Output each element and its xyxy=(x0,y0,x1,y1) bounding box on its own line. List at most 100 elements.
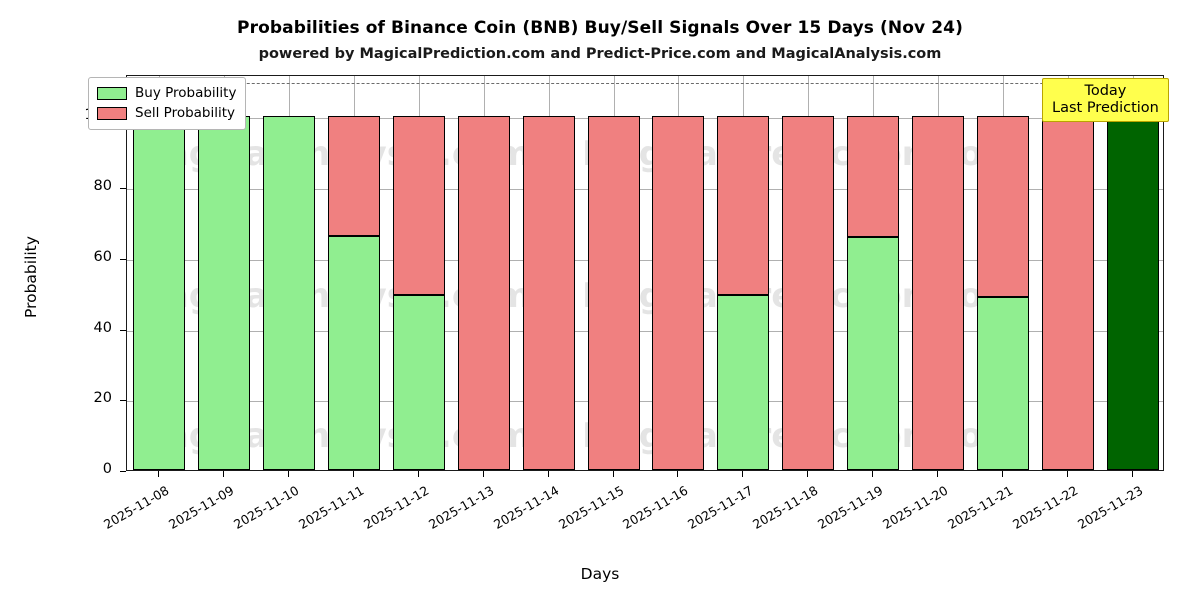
x-axis-tick-label: 2025-11-18 xyxy=(750,482,821,532)
legend-item-buy: Buy Probability xyxy=(97,83,236,103)
x-axis-tick xyxy=(1131,471,1133,477)
y-axis-tick-label: 20 xyxy=(93,390,112,407)
bar-2025-11-21[interactable] xyxy=(976,76,1029,470)
y-axis-tick xyxy=(120,258,126,260)
plot-area: MagicalAnalysis.comMagicalPrediction.com… xyxy=(126,75,1164,471)
x-axis-tick-label: 2025-11-16 xyxy=(620,482,691,532)
x-axis-tick xyxy=(872,471,874,477)
x-axis-tick xyxy=(742,471,744,477)
bar-segment-buy xyxy=(328,235,380,470)
chart-title: Probabilities of Binance Coin (BNB) Buy/… xyxy=(237,18,963,38)
bar-segment-sell xyxy=(457,116,510,470)
bar-2025-11-20[interactable] xyxy=(911,76,964,470)
reference-line xyxy=(127,83,1163,85)
x-axis-tick-label: 2025-11-23 xyxy=(1074,482,1145,532)
x-axis-tick-label: 2025-11-11 xyxy=(296,482,367,532)
x-axis-tick xyxy=(612,471,614,477)
gridline-horizontal xyxy=(127,401,1163,403)
gridline-horizontal xyxy=(127,259,1163,261)
x-axis-tick xyxy=(936,471,938,477)
gridline-horizontal xyxy=(127,330,1163,332)
bar-segment-buy xyxy=(847,236,899,470)
bar-segment-buy xyxy=(133,116,186,470)
x-axis-tick-label: 2025-11-12 xyxy=(360,482,432,532)
bar-2025-11-16[interactable] xyxy=(652,76,705,470)
bar-2025-11-14[interactable] xyxy=(522,76,575,470)
y-axis-tick xyxy=(120,329,126,331)
bar-2025-11-15[interactable] xyxy=(587,76,640,470)
bar-segment-today xyxy=(1106,116,1159,470)
x-axis-tick xyxy=(547,471,549,477)
y-axis-tick-label: 40 xyxy=(93,319,112,336)
bar-2025-11-23[interactable] xyxy=(1106,76,1159,470)
x-axis-tick xyxy=(223,471,225,477)
x-axis-tick xyxy=(677,471,679,477)
bar-2025-11-19[interactable] xyxy=(847,76,899,470)
bar-2025-11-17[interactable] xyxy=(717,76,770,470)
today-label-line1: Today xyxy=(1084,83,1127,99)
x-axis-label: Days xyxy=(580,565,620,583)
bar-2025-11-11[interactable] xyxy=(328,76,380,470)
y-axis-tick-label: 60 xyxy=(93,248,112,265)
x-axis-tick-label: 2025-11-21 xyxy=(944,482,1016,532)
legend-label-sell: Sell Probability xyxy=(135,105,236,121)
bar-segment-buy xyxy=(717,294,770,470)
y-axis-tick-label: 80 xyxy=(93,178,112,195)
today-annotation: Today Last Prediction xyxy=(1042,78,1169,123)
bar-2025-11-22[interactable] xyxy=(1041,76,1094,470)
x-axis-tick-label: 2025-11-13 xyxy=(425,482,497,532)
x-axis-tick xyxy=(417,471,419,477)
x-axis-tick xyxy=(1001,471,1003,477)
bar-segment-sell xyxy=(847,116,899,237)
x-axis-tick-label: 2025-11-20 xyxy=(879,482,951,532)
x-axis-tick xyxy=(482,471,484,477)
x-axis-tick xyxy=(288,471,290,477)
gridline-horizontal xyxy=(127,118,1163,120)
bar-2025-11-10[interactable] xyxy=(263,76,316,470)
x-axis-tick-label: 2025-11-10 xyxy=(231,482,302,532)
bar-2025-11-18[interactable] xyxy=(782,76,835,470)
today-label-line2: Last Prediction xyxy=(1052,99,1159,116)
bar-segment-sell xyxy=(587,116,640,470)
x-axis-tick xyxy=(1066,471,1068,477)
x-axis-tick xyxy=(807,471,809,477)
bar-segment-sell xyxy=(782,116,835,470)
bar-segment-sell xyxy=(522,116,575,470)
bar-segment-sell xyxy=(911,116,964,470)
bar-2025-11-13[interactable] xyxy=(457,76,510,470)
x-axis-tick-label: 2025-11-19 xyxy=(815,482,886,532)
legend-item-sell: Sell Probability xyxy=(97,103,236,123)
x-axis-tick-label: 2025-11-14 xyxy=(490,482,562,532)
gridline-horizontal xyxy=(127,189,1163,191)
y-axis-tick xyxy=(120,400,126,402)
bar-segment-buy xyxy=(392,295,445,470)
x-axis-tick xyxy=(158,471,160,477)
x-axis-tick-label: 2025-11-17 xyxy=(685,482,756,532)
bar-segment-sell xyxy=(328,116,380,236)
bar-segment-buy xyxy=(198,116,251,470)
bar-segment-sell xyxy=(976,116,1029,297)
bar-segment-buy xyxy=(976,296,1029,470)
bar-segment-sell xyxy=(1041,116,1094,470)
bar-segment-buy xyxy=(263,116,316,470)
y-axis-tick xyxy=(120,471,126,472)
bar-2025-11-09[interactable] xyxy=(198,76,251,470)
x-axis-tick xyxy=(353,471,355,477)
x-axis-tick-label: 2025-11-22 xyxy=(1009,482,1081,532)
legend-label-buy: Buy Probability xyxy=(135,85,237,101)
legend-swatch-sell xyxy=(97,106,127,120)
y-axis-tick xyxy=(120,188,126,190)
bar-2025-11-12[interactable] xyxy=(392,76,445,470)
x-axis-tick-label: 2025-11-08 xyxy=(101,482,172,532)
chart-legend: Buy Probability Sell Probability xyxy=(88,77,247,130)
bar-2025-11-08[interactable] xyxy=(133,76,186,470)
bar-segment-sell xyxy=(392,116,445,296)
y-axis-tick-label: 0 xyxy=(102,461,112,477)
bar-segment-sell xyxy=(652,116,705,470)
legend-swatch-buy xyxy=(97,86,127,100)
chart-subtitle: powered by MagicalPrediction.com and Pre… xyxy=(258,46,942,62)
bar-segment-sell xyxy=(717,116,770,295)
y-axis-label: Probability xyxy=(22,236,40,318)
x-axis-tick-label: 2025-11-15 xyxy=(555,482,626,532)
